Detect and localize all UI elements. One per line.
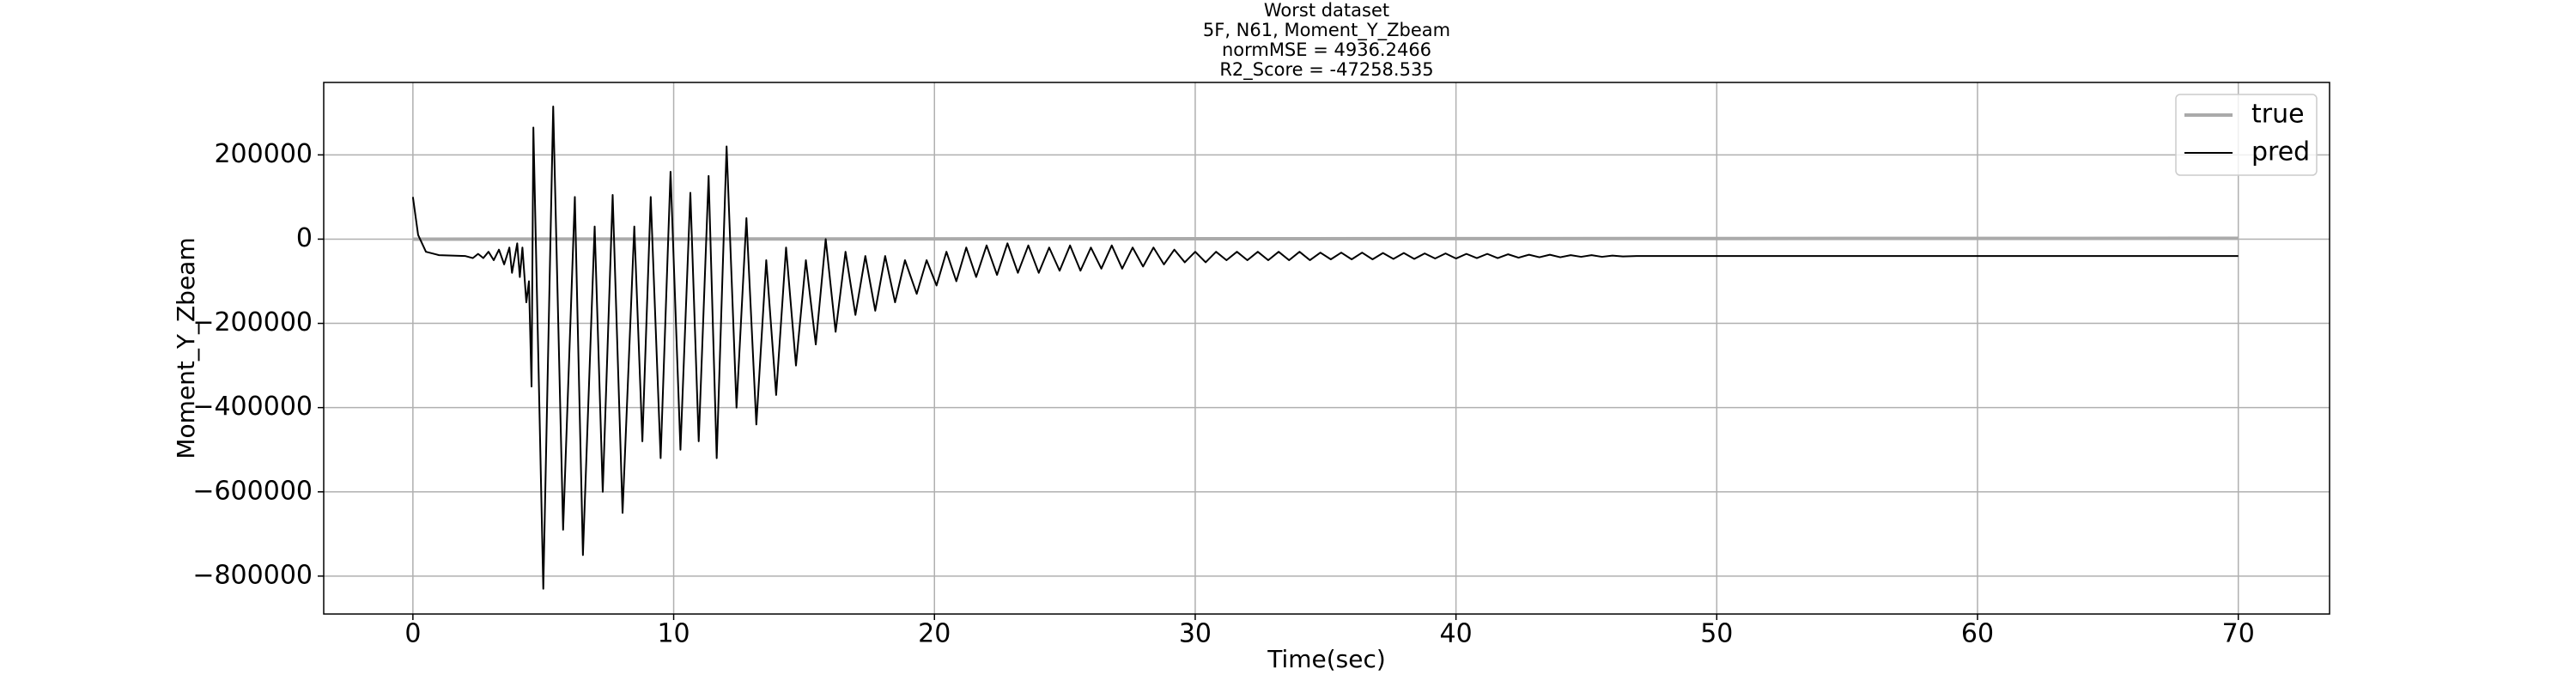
data-line — [412, 236, 2239, 241]
x-tick-label: 40 — [1440, 619, 1473, 649]
x-tick-label: 20 — [918, 619, 951, 649]
y-tick-label: −200000 — [192, 307, 313, 337]
y-axis-label: Moment_Y_Zbeam — [172, 237, 200, 459]
y-tick-label: −400000 — [192, 392, 313, 422]
chart-title: Worst dataset — [1264, 0, 1389, 21]
x-axis-label: Time(sec) — [1267, 645, 1386, 673]
data-line — [411, 105, 2239, 590]
x-tick-label: 30 — [1179, 619, 1212, 649]
plot-frame — [323, 82, 2330, 615]
legend-label: true — [2251, 100, 2305, 130]
x-tick-label: 10 — [657, 619, 690, 649]
y-tick-label: −800000 — [192, 560, 313, 590]
x-tick-label: 0 — [404, 619, 421, 649]
legend: true pred — [2175, 94, 2318, 176]
x-tick-label: 70 — [2222, 619, 2255, 649]
y-tick-label: −600000 — [192, 476, 313, 506]
x-tick-label: 60 — [1961, 619, 1994, 649]
y-tick-label: 200000 — [214, 139, 313, 169]
x-tick-label: 50 — [1700, 619, 1733, 649]
legend-label: pred — [2251, 137, 2310, 167]
chart-title: normMSE = 4936.2466 — [1222, 40, 1431, 60]
chart-title: R2_Score = -47258.535 — [1219, 59, 1433, 81]
y-tick-label: 0 — [296, 223, 313, 253]
chart-title: 5F, N61, Moment_Y_Zbeam — [1203, 20, 1450, 41]
